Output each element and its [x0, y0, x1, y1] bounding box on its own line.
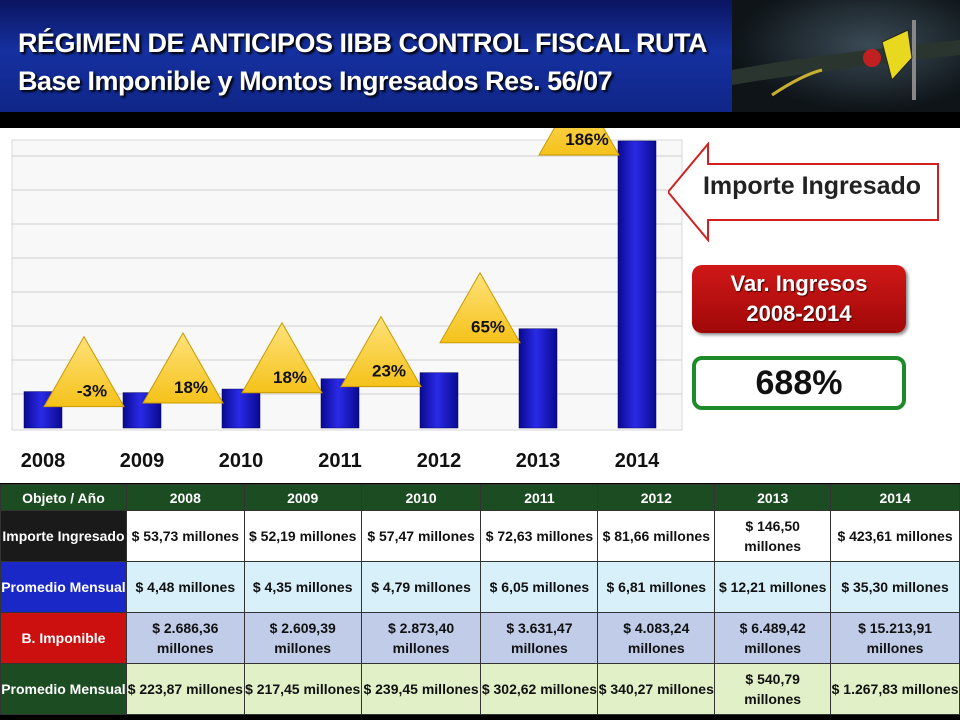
table-cell: $ 2.686,36 millones	[125, 612, 245, 664]
table-cell: $ 6.489,42 millones	[714, 612, 832, 664]
growth-triangle	[340, 315, 422, 388]
table-header-row: Objeto / Año 2008 2009 2010 2011 2012 20…	[0, 484, 960, 511]
table-header-cell: 2014	[830, 484, 960, 511]
growth-triangle	[43, 335, 125, 408]
importe-label: Importe Ingresado	[702, 172, 922, 200]
bar-2012	[419, 372, 459, 429]
table-cell: $ 423,61 millones	[830, 510, 960, 562]
x-tick-label: 2009	[120, 450, 165, 472]
table-cell: $ 81,66 millones	[597, 510, 716, 562]
bar-2013	[518, 328, 558, 429]
table-cell: $ 4,48 millones	[125, 561, 245, 613]
table-header-cell: Objeto / Año	[0, 484, 127, 511]
x-tick-label: 2013	[516, 450, 561, 472]
growth-triangle	[538, 128, 620, 156]
table-cell: $ 239,45 millones	[360, 663, 482, 715]
table-cell: $ 146,50 millones	[714, 510, 832, 562]
table-header-cell: 2013	[714, 484, 832, 511]
table-row-promedio-base: Promedio Mensual $ 223,87 millones $ 217…	[0, 663, 960, 715]
table-cell: $ 2.873,40 millones	[360, 612, 482, 664]
variation-box: Var. Ingresos 2008-2014	[692, 265, 906, 333]
table-row-importe: Importe Ingresado $ 53,73 millones $ 52,…	[0, 510, 960, 562]
row-header: B. Imponible	[0, 612, 127, 664]
table-cell: $ 15.213,91 millones	[830, 612, 960, 664]
table-cell: $ 6,05 millones	[480, 561, 599, 613]
growth-triangle	[439, 271, 521, 344]
table-cell: $ 3.631,47 millones	[480, 612, 599, 664]
growth-triangle	[241, 321, 323, 394]
table-cell: $ 4.083,24 millones	[597, 612, 716, 664]
page-title: RÉGIMEN DE ANTICIPOS IIBB CONTROL FISCAL…	[18, 28, 708, 58]
table-header-cell: 2009	[243, 484, 362, 511]
table-cell: $ 1.267,83 millones	[830, 663, 960, 715]
table-cell: $ 72,63 millones	[480, 510, 599, 562]
variation-value-box: 688%	[692, 356, 906, 410]
table-cell: $ 57,47 millones	[360, 510, 482, 562]
growth-label: 23%	[372, 362, 406, 381]
table-cell: $ 302,62 millones	[480, 663, 599, 715]
table-cell: $ 52,19 millones	[243, 510, 362, 562]
x-tick-label: 2008	[21, 450, 66, 472]
importe-arrow-callout: Importe Ingresado	[666, 141, 940, 243]
table-row-base-imponible: B. Imponible $ 2.686,36 millones $ 2.609…	[0, 612, 960, 664]
growth-label: -3%	[77, 382, 107, 401]
x-tick-label: 2014	[615, 450, 660, 472]
header-divider	[0, 112, 960, 128]
bar-2014	[617, 140, 657, 429]
growth-label: 186%	[565, 130, 608, 149]
row-header: Promedio Mensual	[0, 663, 127, 715]
page-subtitle: Base Imponible y Montos Ingresados Res. …	[18, 66, 613, 96]
growth-label: 65%	[471, 318, 505, 337]
table-cell: $ 2.609,39 millones	[243, 612, 362, 664]
table-header-cell: 2008	[125, 484, 245, 511]
x-tick-label: 2010	[219, 450, 264, 472]
table-header-cell: 2010	[360, 484, 482, 511]
variation-title: Var. Ingresos	[730, 271, 868, 296]
bar-chart: -3% 18% 18% 23% 65% 186% 2008 2009 2010 2011 2012…	[11, 128, 683, 472]
table-cell: $ 223,87 millones	[125, 663, 245, 715]
table-cell: $ 35,30 millones	[830, 561, 960, 613]
table-cell: $ 53,73 millones	[125, 510, 245, 562]
growth-label: 18%	[174, 378, 208, 397]
x-tick-label: 2012	[417, 450, 462, 472]
table-cell: $ 340,27 millones	[597, 663, 716, 715]
bar-2010	[221, 388, 261, 429]
variation-value: 688%	[755, 364, 843, 402]
road-sign-photo	[732, 0, 960, 112]
table-cell: $ 12,21 millones	[714, 561, 832, 613]
table-cell: $ 540,79 millones	[714, 663, 832, 715]
table-cell: $ 4,35 millones	[243, 561, 362, 613]
table-header-cell: 2012	[597, 484, 716, 511]
data-table: Objeto / Año 2008 2009 2010 2011 2012 20…	[0, 484, 960, 715]
table-header-cell: 2011	[480, 484, 599, 511]
table-cell: $ 4,79 millones	[360, 561, 482, 613]
table-cell: $ 217,45 millones	[243, 663, 362, 715]
table-cell: $ 6,81 millones	[597, 561, 716, 613]
growth-label: 18%	[273, 368, 307, 387]
variation-period: 2008-2014	[746, 301, 852, 326]
x-tick-label: 2011	[318, 450, 361, 472]
growth-triangle	[142, 332, 224, 404]
row-header: Promedio Mensual	[0, 561, 127, 613]
row-header: Importe Ingresado	[0, 510, 127, 562]
table-row-promedio-importe: Promedio Mensual $ 4,48 millones $ 4,35 …	[0, 561, 960, 613]
